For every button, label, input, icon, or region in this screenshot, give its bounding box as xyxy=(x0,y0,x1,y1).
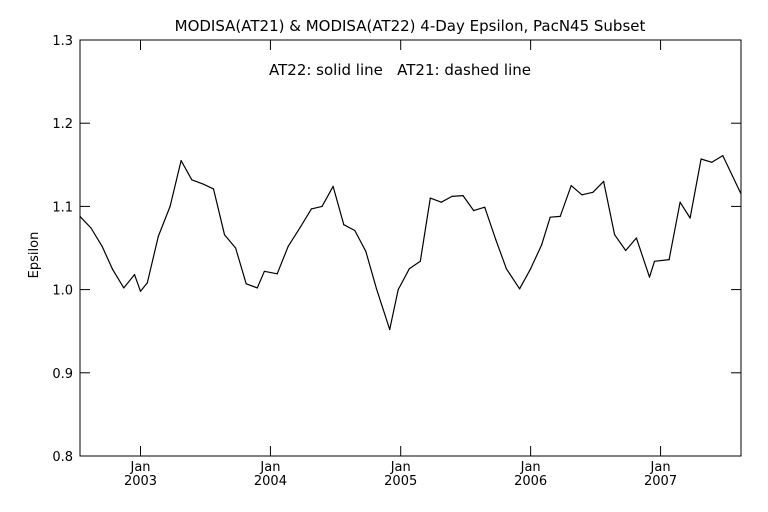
data-point xyxy=(157,235,159,237)
data-point xyxy=(519,288,521,290)
data-point xyxy=(495,239,497,241)
data-point xyxy=(541,244,543,246)
x-tick-month-label: Jan xyxy=(259,460,280,475)
x-tick-year-label: 2005 xyxy=(384,474,417,489)
data-point xyxy=(679,201,681,203)
data-point xyxy=(429,197,431,199)
x-tick-month-label: Jan xyxy=(129,460,150,475)
data-point xyxy=(451,195,453,197)
data-point xyxy=(711,161,713,163)
data-point xyxy=(112,269,114,271)
x-tick-month-label: Jan xyxy=(390,460,411,475)
line-style-annotation: AT22: solid line AT21: dashed line xyxy=(269,61,531,79)
data-point xyxy=(332,185,334,187)
data-point xyxy=(299,226,301,228)
series-line-at22 xyxy=(79,155,742,331)
data-point xyxy=(740,193,742,195)
data-point xyxy=(440,201,442,203)
y-tick-label: 1.3 xyxy=(52,34,73,49)
data-point xyxy=(180,160,182,162)
data-point xyxy=(101,245,103,247)
data-point xyxy=(635,237,638,239)
data-point xyxy=(365,250,367,252)
y-tick-label: 1.1 xyxy=(52,200,73,215)
data-point xyxy=(473,210,475,212)
data-point xyxy=(133,274,136,276)
data-point xyxy=(648,276,651,278)
data-point xyxy=(419,260,421,262)
data-point xyxy=(223,234,226,236)
data-point xyxy=(139,290,142,292)
x-tick-year-label: 2004 xyxy=(254,474,287,489)
data-point xyxy=(549,216,551,218)
data-point xyxy=(375,288,378,290)
x-tick-year-label: 2007 xyxy=(644,474,677,489)
data-point xyxy=(354,229,356,232)
data-point xyxy=(653,260,656,262)
data-point xyxy=(700,158,702,160)
data-point xyxy=(287,245,289,247)
y-tick-label: 0.8 xyxy=(52,450,73,465)
axes: 0.80.91.01.11.21.3Jan2003Jan2004Jan2005J… xyxy=(52,34,741,489)
data-point xyxy=(722,155,724,157)
data-point xyxy=(245,283,247,285)
data-point xyxy=(397,289,399,291)
data-point xyxy=(592,191,594,193)
data-point xyxy=(603,180,605,182)
data-point xyxy=(462,195,464,197)
data-point xyxy=(505,268,507,270)
data-point xyxy=(202,183,204,185)
data-point xyxy=(343,224,345,226)
data-point xyxy=(235,247,237,249)
data-point xyxy=(321,205,323,207)
data-point xyxy=(90,227,92,229)
data-point xyxy=(689,217,691,219)
data-point xyxy=(263,270,265,272)
data-point xyxy=(256,287,258,289)
data-point xyxy=(191,179,193,181)
data-point xyxy=(625,249,627,252)
data-point xyxy=(614,234,616,236)
chart-title: MODISA(AT21) & MODISA(AT22) 4-Day Epsilo… xyxy=(175,17,646,35)
data-point xyxy=(559,215,561,217)
data-point xyxy=(530,268,532,270)
data-point xyxy=(212,188,215,190)
data-point xyxy=(389,328,391,331)
y-tick-label: 0.9 xyxy=(52,367,73,382)
y-tick-label: 1.2 xyxy=(52,117,73,132)
x-tick-year-label: 2006 xyxy=(514,474,547,489)
plot-frame xyxy=(79,39,742,457)
data-point xyxy=(570,185,572,187)
data-point xyxy=(276,273,278,275)
data-point xyxy=(79,215,81,217)
y-tick-label: 1.0 xyxy=(52,284,73,299)
series-group xyxy=(79,155,742,331)
x-tick-month-label: Jan xyxy=(650,460,671,475)
data-point xyxy=(581,194,583,196)
data-point xyxy=(123,287,125,289)
y-axis-label: Epsilon xyxy=(27,232,42,279)
data-point xyxy=(668,259,670,261)
data-point xyxy=(408,268,410,270)
x-tick-year-label: 2003 xyxy=(124,474,157,489)
data-point xyxy=(146,282,148,284)
data-point xyxy=(169,205,171,207)
data-point xyxy=(310,208,312,210)
data-point xyxy=(484,206,486,208)
x-tick-month-label: Jan xyxy=(520,460,541,475)
